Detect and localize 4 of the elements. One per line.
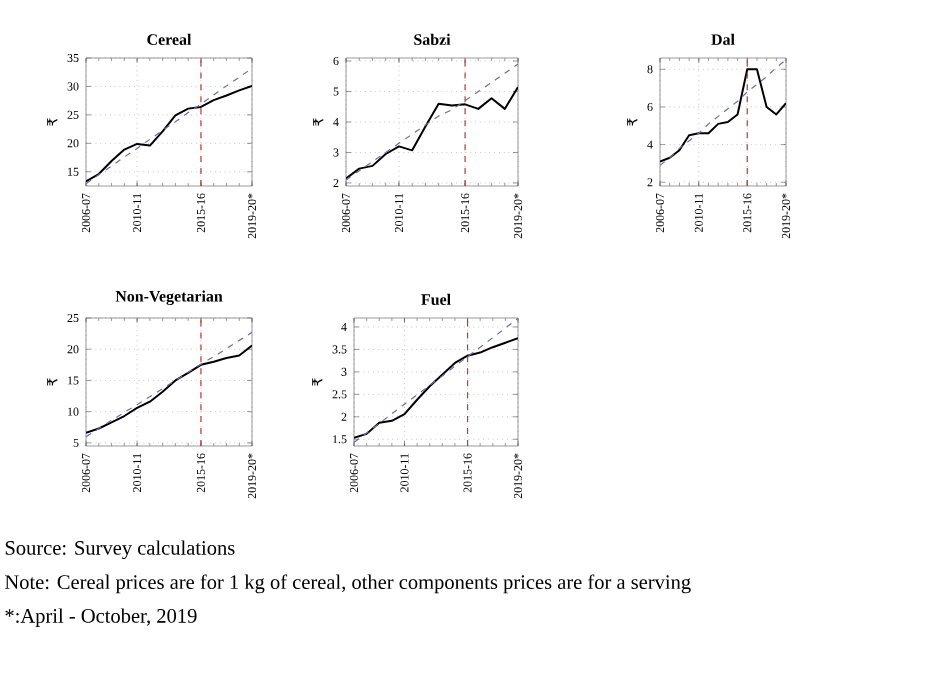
- text: Note: Cereal prices are for 1 kg of cereal, other components prices are for a serving: [5, 574, 691, 594]
- line-series: [346, 63, 519, 181]
- text: *:April - October, 2019: [5, 608, 197, 628]
- source-note: Source: Survey calculations: [5, 540, 235, 560]
